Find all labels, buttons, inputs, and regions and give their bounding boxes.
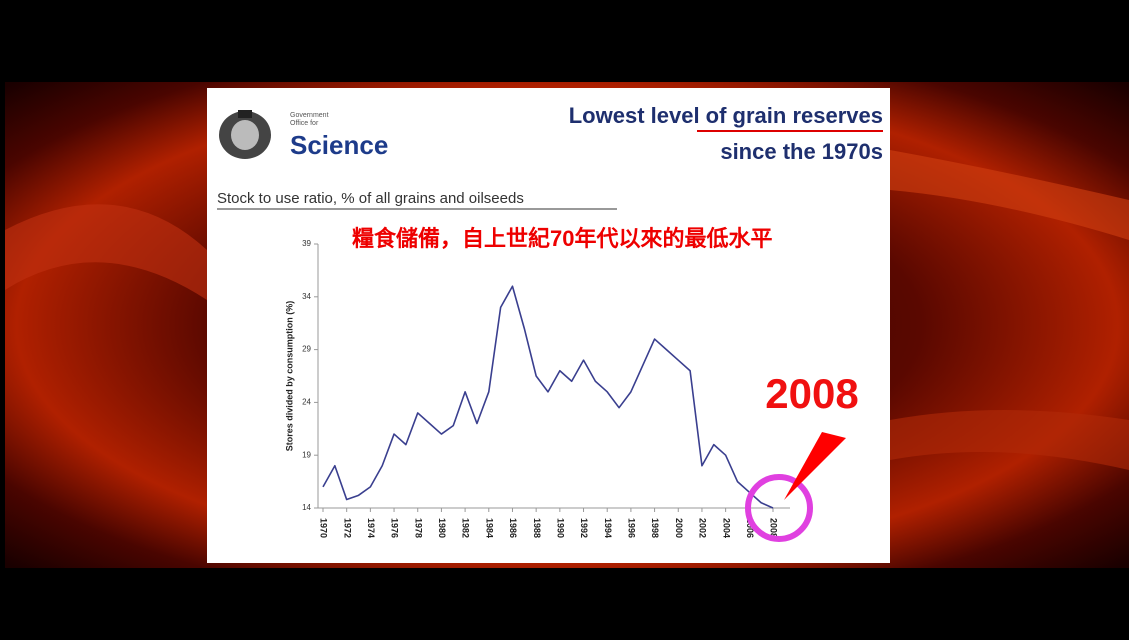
- glow: [890, 150, 1129, 240]
- subtitle: Stock to use ratio, % of all grains and …: [217, 190, 524, 207]
- x-tick-label: 1980: [437, 518, 447, 538]
- x-tick-label: 1974: [366, 518, 376, 538]
- glow: [5, 204, 207, 300]
- brand: Science: [290, 130, 388, 160]
- y-axis-label: Stores divided by consumption (%): [284, 301, 294, 452]
- x-tick-label: 1988: [532, 518, 542, 538]
- chart-title: since the 1970s: [720, 139, 883, 164]
- crest: [219, 110, 271, 159]
- slide: [207, 88, 890, 563]
- x-tick-label: 1970: [319, 518, 329, 538]
- x-tick-label: 1972: [342, 518, 352, 538]
- x-tick-label: 2004: [721, 518, 731, 538]
- chart-title: Lowest level of grain reserves: [569, 103, 883, 128]
- x-tick-label: 1978: [413, 518, 423, 538]
- department: Office for: [290, 120, 319, 127]
- x-tick-label: 2002: [698, 518, 708, 538]
- highlight-circle: [745, 474, 813, 542]
- x-tick-label: 1994: [603, 518, 613, 538]
- glow: [890, 410, 1129, 470]
- y-tick-label: 24: [302, 398, 311, 407]
- callout: 2008: [765, 370, 858, 417]
- x-tick-label: 1982: [461, 518, 471, 538]
- y-tick-label: 39: [302, 239, 311, 248]
- department: Government: [290, 112, 329, 119]
- x-tick-label: 1984: [484, 518, 494, 538]
- data-line: [322, 285, 774, 509]
- x-tick-label: 1996: [627, 518, 637, 538]
- pointer: [784, 432, 846, 500]
- x-tick-label: 2000: [674, 518, 684, 538]
- x-tick-label: 1986: [508, 518, 518, 538]
- x-tick-label: 1976: [390, 518, 400, 538]
- x-tick-label: 1998: [650, 518, 660, 538]
- annotation: 糧食儲備，自上世紀70年代以來的最低水平: [352, 226, 772, 251]
- y-tick-label: 29: [302, 345, 311, 354]
- x-tick-label: 1992: [579, 518, 589, 538]
- x-tick-label: 2008: [769, 518, 779, 538]
- x-tick-label: 2006: [745, 518, 755, 538]
- x-tick-label: 1990: [555, 518, 565, 538]
- y-tick-label: 34: [302, 292, 311, 301]
- y-tick-label: 19: [302, 450, 311, 459]
- y-tick-label: 14: [302, 503, 311, 512]
- plot: 14 19 24 29 34 39 1970 1972 1974 1976 1978 1980 1982…: [302, 239, 779, 538]
